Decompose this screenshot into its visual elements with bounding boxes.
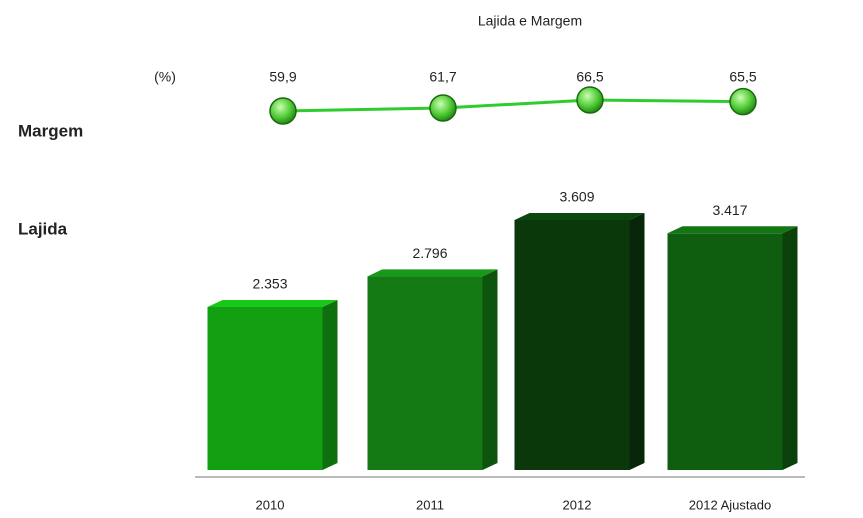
bar-side <box>629 213 645 470</box>
unit-label: (%) <box>154 69 176 85</box>
bar-top <box>514 213 645 220</box>
data-label: 2.353 <box>252 276 287 292</box>
bar-top <box>367 269 498 277</box>
bar <box>367 276 483 470</box>
bar-top <box>207 300 338 308</box>
bar-side <box>322 300 338 470</box>
data-label: 2.796 <box>412 245 447 261</box>
point <box>729 87 757 116</box>
data-label: 61,7 <box>429 69 456 85</box>
bar-side <box>782 226 798 470</box>
data-label: 66,5 <box>576 69 603 85</box>
data-label: 59,9 <box>269 69 296 85</box>
bar <box>667 233 783 470</box>
line <box>282 98 744 113</box>
x-tick-label: 2012 Ajustado <box>689 497 771 512</box>
bar-side <box>482 269 498 470</box>
data-label: 3.609 <box>559 189 594 205</box>
bar <box>514 220 630 470</box>
chart-title: Lajida e Margem <box>478 13 582 29</box>
x-tick-label: 2011 <box>416 497 444 512</box>
x-tick-label: 2012 <box>563 497 592 512</box>
data-label: 65,5 <box>729 69 756 85</box>
point <box>269 97 297 125</box>
series-label: Margem <box>18 121 83 140</box>
point <box>576 86 604 114</box>
bar <box>207 307 323 470</box>
point <box>429 94 457 122</box>
bar-top <box>667 226 798 234</box>
series-label: Lajida <box>18 219 68 238</box>
data-label: 3.417 <box>712 202 747 218</box>
x-tick-label: 2010 <box>256 497 285 512</box>
